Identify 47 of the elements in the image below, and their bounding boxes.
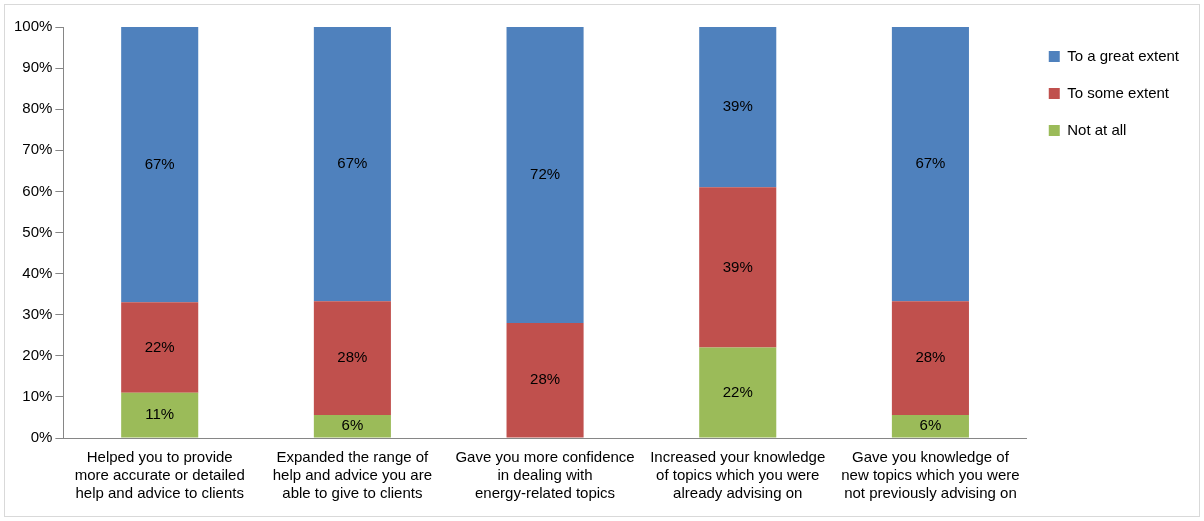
bar xyxy=(699,27,777,188)
x-tick-label: Increased your knowledge of topics which you were already advising on xyxy=(650,448,826,502)
y-tick-label: 0% xyxy=(30,428,53,446)
y-tick-label: 50% xyxy=(22,222,53,240)
y-tick-label: 90% xyxy=(22,58,53,76)
x-tick-label: Expanded the range of help and advice you are able to give to clients xyxy=(272,448,433,502)
data-label: 22% xyxy=(722,382,753,400)
data-label: 11% xyxy=(145,405,175,423)
y-tick-label: 20% xyxy=(22,345,53,363)
data-label: 72% xyxy=(530,165,561,183)
data-label: 39% xyxy=(722,257,753,275)
bar xyxy=(891,27,969,302)
x-tick-label: Gave you more confidence in dealing with energy-related topics xyxy=(455,448,635,502)
data-label: 67% xyxy=(144,154,175,172)
data-label: 67% xyxy=(337,154,368,172)
data-label: 22% xyxy=(144,337,175,355)
bar xyxy=(121,392,199,438)
legend-label: To a great extent xyxy=(1067,46,1180,64)
y-tick-label: 40% xyxy=(22,263,53,281)
legend-label: To some extent xyxy=(1067,83,1170,101)
bar xyxy=(121,302,199,393)
x-tick-label: Helped you to provide more accurate or detailed help and advice to clients xyxy=(74,448,245,502)
y-tick-label: 100% xyxy=(13,17,53,35)
bar xyxy=(313,301,391,415)
bar xyxy=(891,414,969,438)
bar xyxy=(891,301,969,415)
bar xyxy=(313,414,391,438)
bar xyxy=(506,322,584,438)
bar xyxy=(699,347,777,438)
data-label: 28% xyxy=(337,348,368,366)
data-label: 28% xyxy=(915,348,946,366)
bar xyxy=(699,187,777,348)
y-tick-label: 60% xyxy=(22,181,53,199)
data-label: 28% xyxy=(530,370,561,388)
data-label: 6% xyxy=(919,416,942,434)
bar xyxy=(121,27,199,303)
bar xyxy=(313,27,391,302)
y-tick-label: 70% xyxy=(22,140,53,158)
data-label: 67% xyxy=(915,154,946,172)
y-tick-label: 30% xyxy=(22,304,53,322)
legend-label: Not at all xyxy=(1067,120,1127,138)
x-tick-label: Gave you knowledge of new topics which you were not previously advising on xyxy=(841,448,1020,502)
y-tick-label: 80% xyxy=(22,99,53,117)
data-label: 39% xyxy=(722,97,753,115)
data-label: 6% xyxy=(341,416,364,434)
bar xyxy=(506,27,584,323)
y-tick-label: 10% xyxy=(22,387,53,405)
